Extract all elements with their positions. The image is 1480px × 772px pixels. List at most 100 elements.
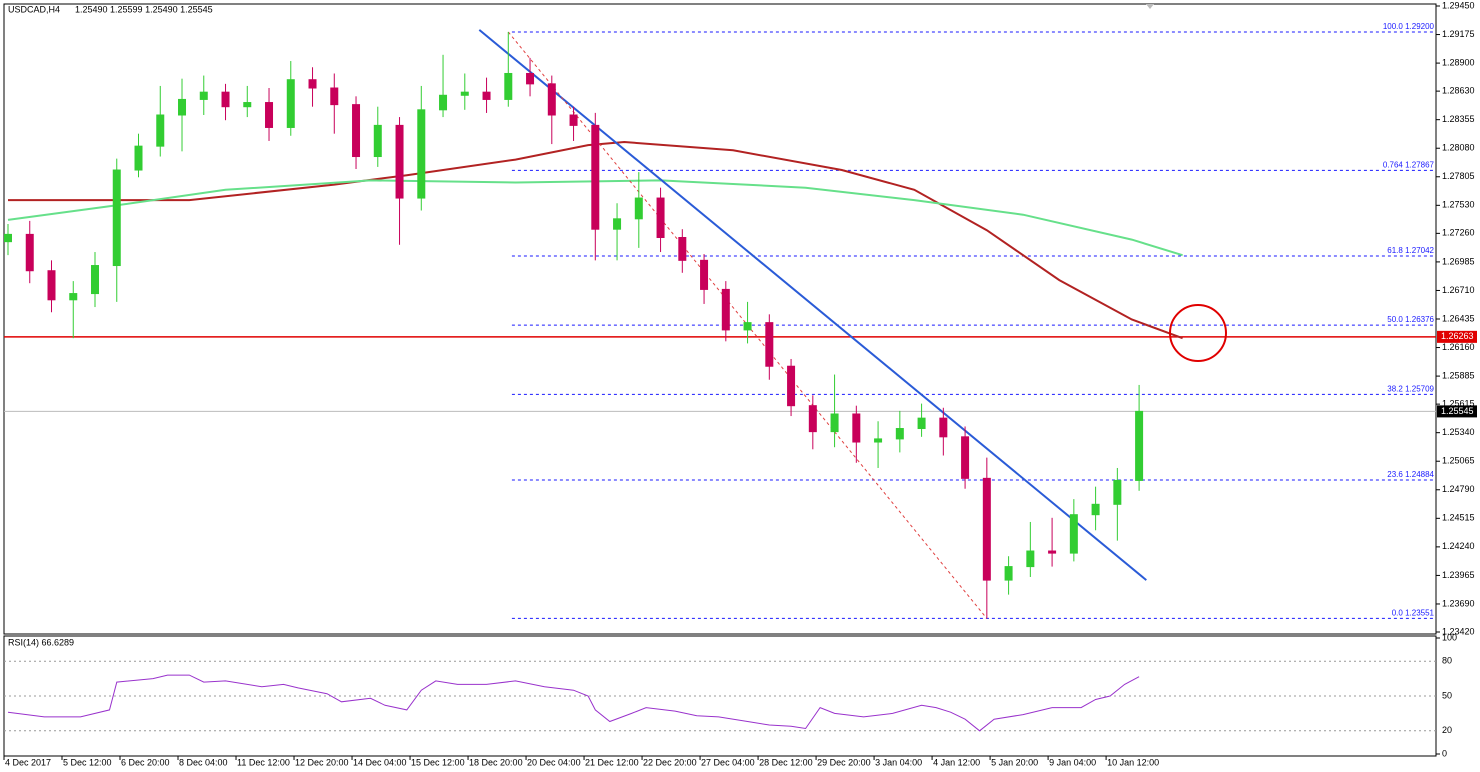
overlay-line	[478, 29, 1147, 581]
candle-body	[69, 293, 78, 301]
candle-body	[330, 87, 339, 106]
candle-body	[656, 197, 665, 239]
candle-body	[787, 365, 796, 407]
fib-label: 100.0 1.29200	[1383, 22, 1435, 31]
y-tick-label: 1.27805	[1442, 171, 1475, 181]
candle-body	[460, 91, 469, 96]
x-tick-label: 4 Jan 12:00	[933, 757, 980, 767]
x-tick-label: 27 Dec 04:00	[701, 757, 755, 767]
y-tick-label: 1.28630	[1442, 86, 1475, 96]
fib-label: 61.8 1.27042	[1387, 246, 1434, 255]
candle-body	[504, 72, 513, 100]
candle-body	[1113, 479, 1122, 505]
candle-body	[1048, 550, 1057, 554]
candle-body	[613, 218, 622, 230]
candle-body	[47, 270, 56, 301]
candle-body	[91, 265, 100, 295]
candle-body	[743, 322, 752, 331]
rsi-tick-label: 80	[1442, 656, 1452, 666]
y-tick-label: 1.26160	[1442, 342, 1475, 352]
candle-body	[721, 288, 730, 331]
x-tick-label: 12 Dec 20:00	[295, 757, 349, 767]
candle-body	[874, 438, 883, 443]
candle-body	[178, 98, 187, 116]
rsi-tick-label: 100	[1442, 632, 1457, 642]
candle-body	[352, 104, 361, 158]
candle-body	[395, 124, 404, 199]
candle-body	[852, 413, 861, 443]
price-box	[1437, 405, 1477, 418]
x-tick-label: 18 Dec 20:00	[469, 757, 523, 767]
y-tick-label: 1.26985	[1442, 256, 1475, 266]
x-tick-label: 22 Dec 20:00	[643, 757, 697, 767]
y-tick-label: 1.26710	[1442, 285, 1475, 295]
candle-body	[243, 102, 252, 108]
candle-body	[308, 79, 317, 89]
y-tick-label: 1.28355	[1442, 114, 1475, 124]
candle-body	[591, 124, 600, 230]
candle-body	[286, 79, 295, 128]
rsi-line	[7, 674, 1140, 732]
symbol: USDCAD,H4	[8, 4, 60, 14]
x-tick-label: 11 Dec 12:00	[237, 757, 290, 767]
y-tick-label: 1.29175	[1442, 29, 1475, 39]
y-tick-label: 1.25340	[1442, 427, 1475, 437]
candle-body	[156, 114, 165, 147]
candle-body	[830, 413, 839, 433]
highlight-circle	[1169, 304, 1227, 362]
rsi-tick-label: 20	[1442, 725, 1452, 735]
y-tick-label: 1.28080	[1442, 143, 1475, 153]
x-tick-label: 28 Dec 12:00	[759, 757, 813, 767]
y-tick-label: 1.28900	[1442, 57, 1475, 67]
x-tick-label: 6 Dec 20:00	[121, 757, 170, 767]
fib-label: 23.6 1.24884	[1387, 470, 1434, 479]
x-tick-label: 10 Jan 12:00	[1107, 757, 1159, 767]
y-tick-label: 1.24790	[1442, 484, 1475, 494]
x-tick-label: 5 Jan 20:00	[991, 757, 1038, 767]
y-tick-label: 1.29450	[1442, 0, 1475, 10]
price-box-label: 1.26263	[1441, 331, 1474, 341]
candle-body	[961, 436, 970, 479]
candle-body	[917, 417, 926, 430]
price-box-label: 1.25545	[1441, 406, 1474, 416]
quote: 1.25490 1.25599 1.25490 1.25545	[75, 4, 213, 14]
x-tick-label: 14 Dec 04:00	[353, 757, 407, 767]
shift-marker	[1146, 4, 1154, 9]
x-tick-label: 20 Dec 04:00	[527, 757, 581, 767]
y-tick-label: 1.25615	[1442, 399, 1475, 409]
candle-body	[678, 237, 687, 261]
x-tick-label: 29 Dec 20:00	[817, 757, 871, 767]
x-tick-label: 3 Jan 04:00	[875, 757, 922, 767]
y-tick-label: 1.26435	[1442, 313, 1475, 323]
candle-body	[895, 428, 904, 440]
candle-body	[1091, 503, 1100, 516]
price-box	[1437, 330, 1477, 343]
candle-body	[547, 83, 556, 116]
y-tick-label: 1.23420	[1442, 626, 1475, 636]
y-tick-label: 1.27260	[1442, 228, 1475, 238]
y-tick-label: 1.27530	[1442, 200, 1475, 210]
rsi-label: RSI(14) 66.6289	[8, 637, 74, 647]
candle-body	[1026, 550, 1035, 568]
candle-body	[982, 477, 991, 581]
rsi-tick-label: 0	[1442, 748, 1447, 758]
fib-label: 50.0 1.26376	[1387, 315, 1434, 324]
candle-body	[199, 91, 208, 100]
fib-label: 0.0 1.23551	[1392, 609, 1435, 618]
y-tick-label: 1.25065	[1442, 456, 1475, 466]
x-tick-label: 5 Dec 12:00	[63, 757, 112, 767]
candle-body	[1004, 566, 1013, 581]
fib-label: 0.764 1.27867	[1383, 160, 1435, 169]
candle-body	[939, 417, 948, 438]
y-tick-label: 1.23690	[1442, 598, 1475, 608]
candle-body	[25, 233, 34, 272]
candle-body	[221, 91, 230, 108]
y-tick-label: 1.23965	[1442, 570, 1475, 580]
candle-body	[265, 102, 274, 128]
candle-body	[808, 405, 817, 433]
x-tick-label: 8 Dec 04:00	[179, 757, 228, 767]
overlay-line	[8, 140, 1183, 340]
candle-body	[765, 322, 774, 367]
